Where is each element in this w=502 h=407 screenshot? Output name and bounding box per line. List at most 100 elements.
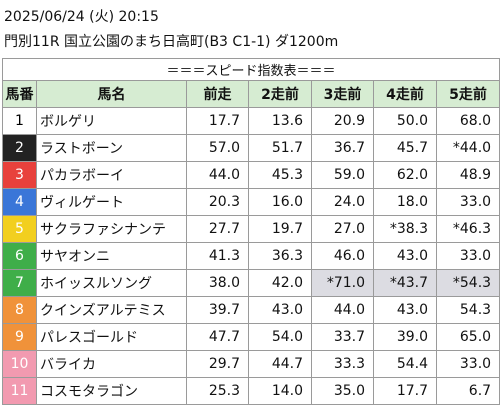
speed-index: 20.3 [186, 188, 249, 216]
speed-index: 19.7 [248, 215, 312, 243]
table-title: ＝＝＝スピード指数表＝＝＝ [1, 58, 501, 81]
speed-index: 59.0 [311, 161, 374, 189]
speed-index: *54.3 [435, 269, 501, 297]
column-header: 馬番 [2, 80, 37, 108]
speed-table: ＝＝＝スピード指数表＝＝＝ 馬番 馬名 前走 2走前 3走前 4走前 5走前 1 ボルゲリ 17… [1, 58, 501, 405]
speed-index: *43.7 [373, 269, 437, 297]
horse-number: 6 [2, 242, 37, 270]
speed-index: *71.0 [311, 269, 374, 297]
column-header: 前走 [186, 80, 249, 108]
horse-name: ボルゲリ [36, 107, 187, 135]
speed-index: *46.3 [435, 215, 501, 243]
horse-name: クインズアルテミス [36, 296, 187, 324]
row: 6 サヤオンニ 41.3 36.3 46.0 43.0 33.0 [2, 242, 501, 270]
speed-index: 47.7 [186, 323, 249, 351]
speed-index: 36.7 [311, 134, 374, 162]
speed-index: 13.6 [248, 107, 312, 135]
horse-name: ホイッスルソング [36, 269, 187, 297]
speed-index: 6.7 [435, 377, 501, 405]
speed-index: 33.0 [435, 350, 501, 378]
horse-number: 3 [2, 161, 37, 189]
horse-number: 4 [2, 188, 37, 216]
speed-index: 39.0 [373, 323, 437, 351]
row: 1 ボルゲリ 17.7 13.6 20.9 50.0 68.0 [2, 107, 501, 135]
speed-index: 65.0 [435, 323, 501, 351]
horse-name: パカラボーイ [36, 161, 187, 189]
speed-index: 17.7 [186, 107, 249, 135]
speed-index: 43.0 [373, 296, 437, 324]
row: 4 ヴィルゲート 20.3 16.0 24.0 18.0 33.0 [2, 188, 501, 216]
speed-index: 18.0 [373, 188, 437, 216]
row: 3 パカラボーイ 44.0 45.3 59.0 62.0 48.9 [2, 161, 501, 189]
speed-index: 51.7 [248, 134, 312, 162]
speed-index: 33.0 [435, 188, 501, 216]
row: 5 サクラファシナンテ 27.7 19.7 27.0 *38.3 *46.3 [2, 215, 501, 243]
speed-index: 45.3 [248, 161, 312, 189]
horse-number: 1 [2, 107, 37, 135]
horse-name: サヤオンニ [36, 242, 187, 270]
speed-index: 54.4 [373, 350, 437, 378]
speed-index: 43.0 [373, 242, 437, 270]
speed-index: 27.7 [186, 215, 249, 243]
speed-index: 44.7 [248, 350, 312, 378]
speed-index: 38.0 [186, 269, 249, 297]
speed-index: 50.0 [373, 107, 437, 135]
row: 9 パレスゴールド 47.7 54.0 33.7 39.0 65.0 [2, 323, 501, 351]
speed-index: 54.3 [435, 296, 501, 324]
speed-index: 44.0 [186, 161, 249, 189]
horse-number: 8 [2, 296, 37, 324]
column-header: 3走前 [311, 80, 374, 108]
row: 2 ラストボーン 57.0 51.7 36.7 45.7 *44.0 [2, 134, 501, 162]
speed-index: 62.0 [373, 161, 437, 189]
speed-index: 48.9 [435, 161, 501, 189]
speed-index: *44.0 [435, 134, 501, 162]
speed-index: 24.0 [311, 188, 374, 216]
speed-index: 33.3 [311, 350, 374, 378]
race-info: 門別11R 国立公園のまち日高町(B3 C1-1) ダ1200m [4, 34, 339, 50]
speed-index: 20.9 [311, 107, 374, 135]
horse-name: ラストボーン [36, 134, 187, 162]
column-header: 馬名 [36, 80, 187, 108]
horse-name: パレスゴールド [36, 323, 187, 351]
speed-index: 33.0 [435, 242, 501, 270]
speed-index: 43.0 [248, 296, 312, 324]
speed-index: 39.7 [186, 296, 249, 324]
speed-index: 68.0 [435, 107, 501, 135]
datetime: 2025/06/24 (火) 20:15 [4, 9, 159, 25]
horse-number: 10 [2, 350, 37, 378]
speed-index: 33.7 [311, 323, 374, 351]
column-header: 2走前 [248, 80, 312, 108]
speed-index: 27.0 [311, 215, 374, 243]
horse-name: サクラファシナンテ [36, 215, 187, 243]
speed-index: 16.0 [248, 188, 312, 216]
row: 11 コスモタラゴン 25.3 14.0 35.0 17.7 6.7 [2, 377, 501, 405]
horse-number: 9 [2, 323, 37, 351]
horse-name: コスモタラゴン [36, 377, 187, 405]
horse-number: 2 [2, 134, 37, 162]
speed-index: *38.3 [373, 215, 437, 243]
horse-number: 11 [2, 377, 37, 405]
speed-index: 14.0 [248, 377, 312, 405]
speed-index: 17.7 [373, 377, 437, 405]
speed-index: 44.0 [311, 296, 374, 324]
horse-number: 7 [2, 269, 37, 297]
speed-index: 42.0 [248, 269, 312, 297]
row: 7 ホイッスルソング 38.0 42.0 *71.0 *43.7 *54.3 [2, 269, 501, 297]
speed-index: 35.0 [311, 377, 374, 405]
speed-index: 46.0 [311, 242, 374, 270]
speed-index: 41.3 [186, 242, 249, 270]
speed-index: 54.0 [248, 323, 312, 351]
speed-index: 29.7 [186, 350, 249, 378]
speed-index: 57.0 [186, 134, 249, 162]
speed-index: 36.3 [248, 242, 312, 270]
row: 8 クインズアルテミス 39.7 43.0 44.0 43.0 54.3 [2, 296, 501, 324]
column-header: 4走前 [373, 80, 437, 108]
horse-name: ヴィルゲート [36, 188, 187, 216]
horse-number: 5 [2, 215, 37, 243]
speed-index: 45.7 [373, 134, 437, 162]
speed-index: 25.3 [186, 377, 249, 405]
row: 10 バライカ 29.7 44.7 33.3 54.4 33.0 [2, 350, 501, 378]
horse-name: バライカ [36, 350, 187, 378]
column-header: 5走前 [435, 80, 501, 108]
